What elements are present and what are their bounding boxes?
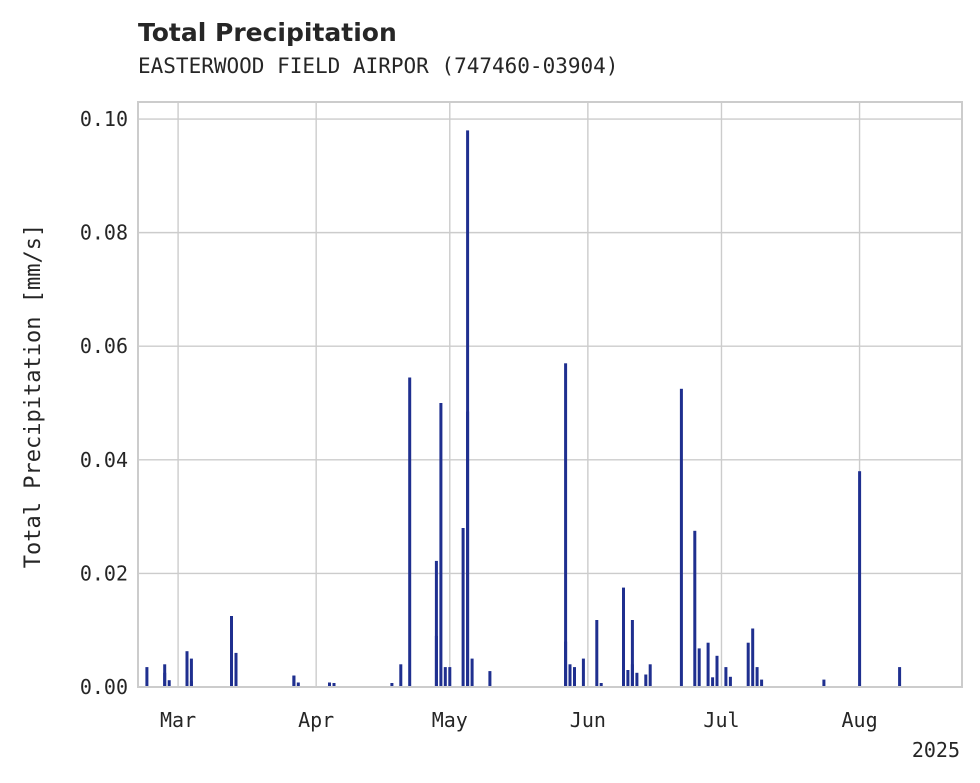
precipitation-bar <box>470 658 474 687</box>
precipitation-bar <box>822 679 826 687</box>
chart-title: Total Precipitation <box>138 18 397 47</box>
x-tick-labels: Mar Apr May Jun Jul Aug <box>160 708 878 732</box>
y-tick-label: 0.00 <box>80 675 128 699</box>
y-tick-label: 0.10 <box>80 107 128 131</box>
y-tick-labels: 0.00 0.02 0.04 0.06 0.08 0.10 <box>80 107 128 699</box>
precipitation-bar <box>564 363 568 687</box>
precipitation-bar <box>724 667 728 687</box>
precipitation-bar <box>693 530 697 687</box>
y-tick-label: 0.04 <box>80 448 128 472</box>
precipitation-bar <box>564 641 568 687</box>
x-tick-label: Jul <box>703 708 739 732</box>
precipitation-bar <box>292 675 296 687</box>
precipitation-bar <box>711 677 715 687</box>
precipitation-bar <box>163 672 167 687</box>
y-axis-label: Total Precipitation [mm/s] <box>21 224 46 568</box>
precipitation-bar <box>332 683 336 687</box>
precipitation-bar <box>755 667 759 687</box>
precipitation-bar <box>448 667 452 687</box>
y-tick-label: 0.08 <box>80 221 128 245</box>
precipitation-bar <box>145 667 149 687</box>
y-tick-label: 0.06 <box>80 334 128 358</box>
precipitation-bar <box>461 528 465 687</box>
precipitation-bar <box>328 682 331 687</box>
plot-frame <box>137 101 963 688</box>
precipitation-bar <box>434 635 438 687</box>
precipitation-bar <box>408 377 412 687</box>
precipitation-bar <box>568 664 572 687</box>
precipitation-bar <box>858 471 862 687</box>
precipitation-bar <box>234 652 238 687</box>
x-year-offset-label: 2025 <box>912 738 960 762</box>
precipitation-bar <box>751 628 755 687</box>
grid-lines <box>138 102 962 688</box>
precipitation-bar <box>626 670 630 687</box>
y-tick-label: 0.02 <box>80 561 128 585</box>
precipitation-bar <box>697 648 701 687</box>
precipitation-bar <box>573 667 576 687</box>
precipitation-bar <box>167 680 171 687</box>
precipitation-bar <box>644 674 648 687</box>
x-tick-label: Jun <box>570 708 606 732</box>
precipitation-bar <box>715 655 719 687</box>
precipitation-bar <box>488 671 492 687</box>
precipitation-bar <box>434 560 438 687</box>
precipitation-bar <box>648 664 652 687</box>
precipitation-bar <box>760 679 764 687</box>
precipitation-bar <box>189 681 193 687</box>
x-tick-label: Apr <box>298 708 334 732</box>
precipitation-bar <box>728 676 732 687</box>
precipitation-bar <box>466 130 470 687</box>
precipitation-bar <box>443 667 447 687</box>
x-tick-label: May <box>432 708 468 732</box>
precipitation-bar <box>390 683 394 687</box>
precipitation-bar <box>706 642 710 687</box>
precipitation-bar <box>595 620 599 687</box>
precipitation-bars <box>145 130 902 687</box>
precipitation-bar <box>399 664 403 687</box>
chart-subtitle: EASTERWOOD FIELD AIRPOR (747460-03904) <box>138 54 618 78</box>
precipitation-bar <box>439 403 443 687</box>
precipitation-bar <box>296 682 300 687</box>
precipitation-bar <box>581 658 585 687</box>
precipitation-bar <box>234 681 238 687</box>
precipitation-bar <box>635 672 639 687</box>
precipitation-bar <box>898 667 902 687</box>
precipitation-bar <box>679 388 683 687</box>
precipitation-bar <box>599 683 603 687</box>
precipitation-bar <box>630 620 634 687</box>
precipitation-bar <box>189 658 193 687</box>
precipitation-bar <box>746 642 750 687</box>
x-tick-label: Mar <box>160 708 196 732</box>
precipitation-bar <box>622 587 625 687</box>
precipitation-bar <box>230 616 233 687</box>
precipitation-bar <box>185 651 189 687</box>
x-tick-label: Aug <box>841 708 877 732</box>
